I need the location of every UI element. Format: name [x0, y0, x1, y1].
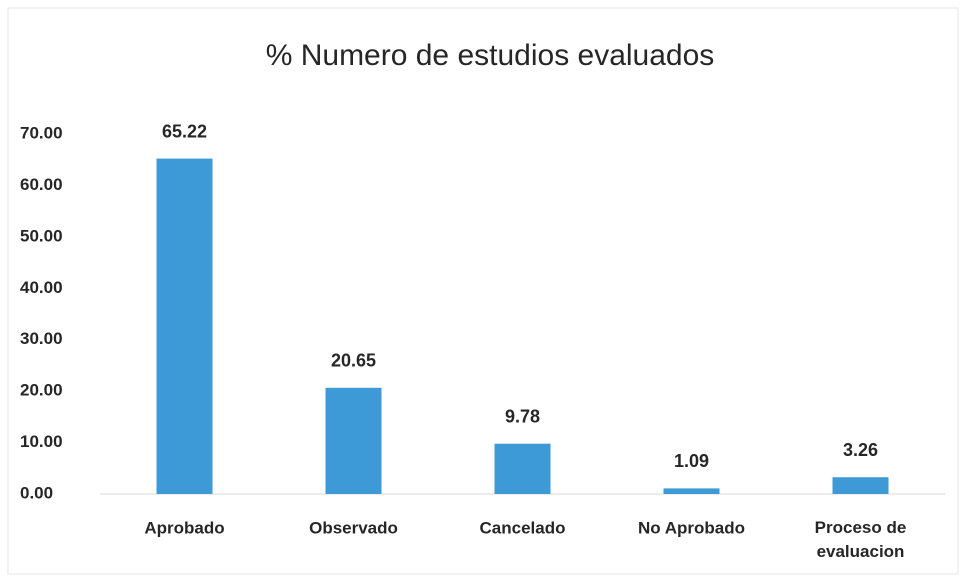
data-label: 65.22: [162, 121, 207, 141]
data-label: 20.65: [331, 351, 376, 371]
bar: [325, 387, 382, 494]
x-tick-label: No Aprobado: [638, 518, 745, 537]
y-tick-label: 60.00: [20, 175, 63, 194]
chart-title: % Numero de estudios evaluados: [266, 39, 715, 72]
bar: [663, 488, 720, 494]
y-tick-label: 30.00: [20, 329, 63, 348]
bar: [832, 477, 889, 494]
data-label: 1.09: [674, 451, 709, 471]
x-tick-label: Cancelado: [480, 518, 566, 537]
y-tick-label: 70.00: [20, 123, 63, 142]
x-tick-label: Observado: [309, 518, 398, 537]
y-tick-label: 40.00: [20, 278, 63, 297]
y-tick-label: 10.00: [20, 432, 63, 451]
y-tick-label: 50.00: [20, 226, 63, 245]
x-tick-label: Proceso de evaluacion: [815, 518, 907, 561]
bar: [156, 158, 213, 494]
data-label: 3.26: [843, 440, 878, 460]
bar: [494, 443, 551, 494]
x-tick-label: Aprobado: [144, 518, 224, 537]
chart-frame: [7, 7, 959, 575]
data-label: 9.78: [505, 406, 540, 426]
y-tick-label: 20.00: [20, 381, 63, 400]
y-tick-label: 0.00: [20, 483, 53, 502]
